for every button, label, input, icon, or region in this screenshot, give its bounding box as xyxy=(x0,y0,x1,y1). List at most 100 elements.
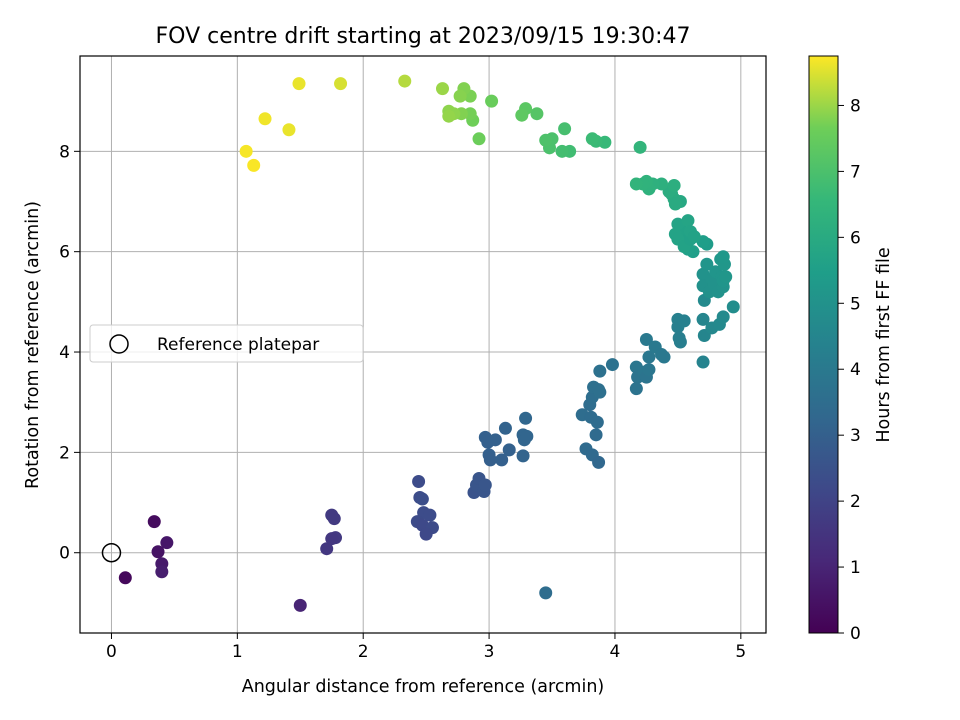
colorbar-tick-label: 7 xyxy=(850,162,861,182)
y-axis-ticks: 0 2 4 6 8 xyxy=(59,142,80,564)
chart-title: FOV centre drift starting at 2023/09/15 … xyxy=(156,24,691,49)
x-tick-label: 2 xyxy=(358,642,369,662)
data-point xyxy=(498,421,512,435)
x-tick-label: 3 xyxy=(484,642,495,662)
legend-box xyxy=(89,324,364,363)
data-point xyxy=(519,411,533,425)
x-tick-label: 4 xyxy=(610,642,621,662)
data-points xyxy=(118,74,740,612)
reference-point-marker xyxy=(101,542,122,563)
data-point xyxy=(239,144,253,158)
data-point xyxy=(516,449,530,463)
data-point xyxy=(681,214,695,228)
data-point xyxy=(677,314,691,328)
data-point xyxy=(700,257,714,271)
colorbar-gradient xyxy=(808,55,839,634)
data-point xyxy=(590,415,604,429)
data-point xyxy=(258,112,272,126)
colorbar-tick-label: 3 xyxy=(850,426,861,446)
y-axis-label: Rotation from reference (arcmin) xyxy=(23,201,43,489)
data-point xyxy=(592,455,606,469)
data-point xyxy=(716,250,730,264)
data-point xyxy=(555,144,569,158)
data-point xyxy=(629,177,643,191)
x-tick-label: 0 xyxy=(106,642,117,662)
data-point xyxy=(472,132,486,146)
plot-frame xyxy=(79,55,767,634)
data-point xyxy=(488,433,502,447)
y-tick-label: 4 xyxy=(59,343,70,363)
data-point xyxy=(667,178,681,192)
data-point xyxy=(292,77,306,91)
legend-marker xyxy=(109,334,129,354)
colorbar-tick-label: 8 xyxy=(850,96,861,116)
data-point xyxy=(151,545,165,559)
y-tick-label: 2 xyxy=(59,443,70,463)
data-point xyxy=(515,108,529,122)
data-point xyxy=(325,532,339,546)
x-tick-label: 1 xyxy=(232,642,243,662)
x-tick-label: 5 xyxy=(735,642,746,662)
y-tick-label: 6 xyxy=(59,243,70,263)
data-point xyxy=(696,312,710,326)
data-point xyxy=(247,158,261,172)
data-point xyxy=(642,350,656,364)
data-point xyxy=(539,133,553,147)
data-point xyxy=(605,358,619,372)
data-point xyxy=(118,571,132,585)
data-point xyxy=(629,382,643,396)
colorbar-tick-label: 4 xyxy=(850,360,861,380)
data-point xyxy=(147,515,161,529)
data-point xyxy=(419,527,433,541)
data-point xyxy=(423,508,437,522)
data-point xyxy=(155,565,169,579)
data-point xyxy=(673,335,687,349)
data-point xyxy=(657,350,671,364)
data-point xyxy=(327,512,341,526)
data-point xyxy=(726,300,740,314)
data-point xyxy=(502,443,516,457)
data-point xyxy=(539,586,553,600)
data-point xyxy=(633,140,647,154)
data-point xyxy=(436,82,450,96)
data-point xyxy=(696,355,710,369)
colorbar-tick-label: 6 xyxy=(850,228,861,248)
y-tick-label: 0 xyxy=(59,544,70,564)
colorbar-tick-label: 0 xyxy=(850,624,861,644)
data-point xyxy=(483,453,497,467)
data-point xyxy=(520,429,534,443)
data-point xyxy=(282,123,296,137)
data-point xyxy=(478,478,492,492)
data-point xyxy=(593,364,607,378)
data-point xyxy=(687,230,701,244)
data-point xyxy=(412,474,426,488)
data-point xyxy=(719,270,733,284)
data-point xyxy=(495,453,509,467)
data-point xyxy=(639,332,653,346)
colorbar-ticks: 0 1 2 3 4 5 6 7 8 xyxy=(838,96,861,644)
data-point xyxy=(442,109,456,123)
x-axis-ticks: 0 1 2 3 4 5 xyxy=(106,633,746,662)
data-point xyxy=(668,197,682,211)
data-point xyxy=(558,122,572,136)
colorbar-tick-label: 2 xyxy=(850,492,861,512)
data-point xyxy=(415,492,429,506)
legend-entry-reference: Reference platepar xyxy=(157,335,319,355)
x-axis-label: Angular distance from reference (arcmin) xyxy=(242,677,605,697)
data-point xyxy=(593,385,607,399)
data-point xyxy=(671,217,685,231)
data-point xyxy=(585,132,599,146)
data-point xyxy=(589,428,603,442)
y-tick-label: 8 xyxy=(59,142,70,162)
data-point xyxy=(716,310,730,324)
data-point xyxy=(530,107,544,121)
data-point xyxy=(293,598,307,612)
colorbar-label: Hours from first FF file xyxy=(874,247,894,442)
legend: Reference platepar xyxy=(89,324,364,363)
data-point xyxy=(334,77,348,91)
colorbar-tick-label: 5 xyxy=(850,294,861,314)
colorbar-tick-label: 1 xyxy=(850,558,861,578)
data-point xyxy=(485,94,499,108)
data-point xyxy=(642,363,656,377)
